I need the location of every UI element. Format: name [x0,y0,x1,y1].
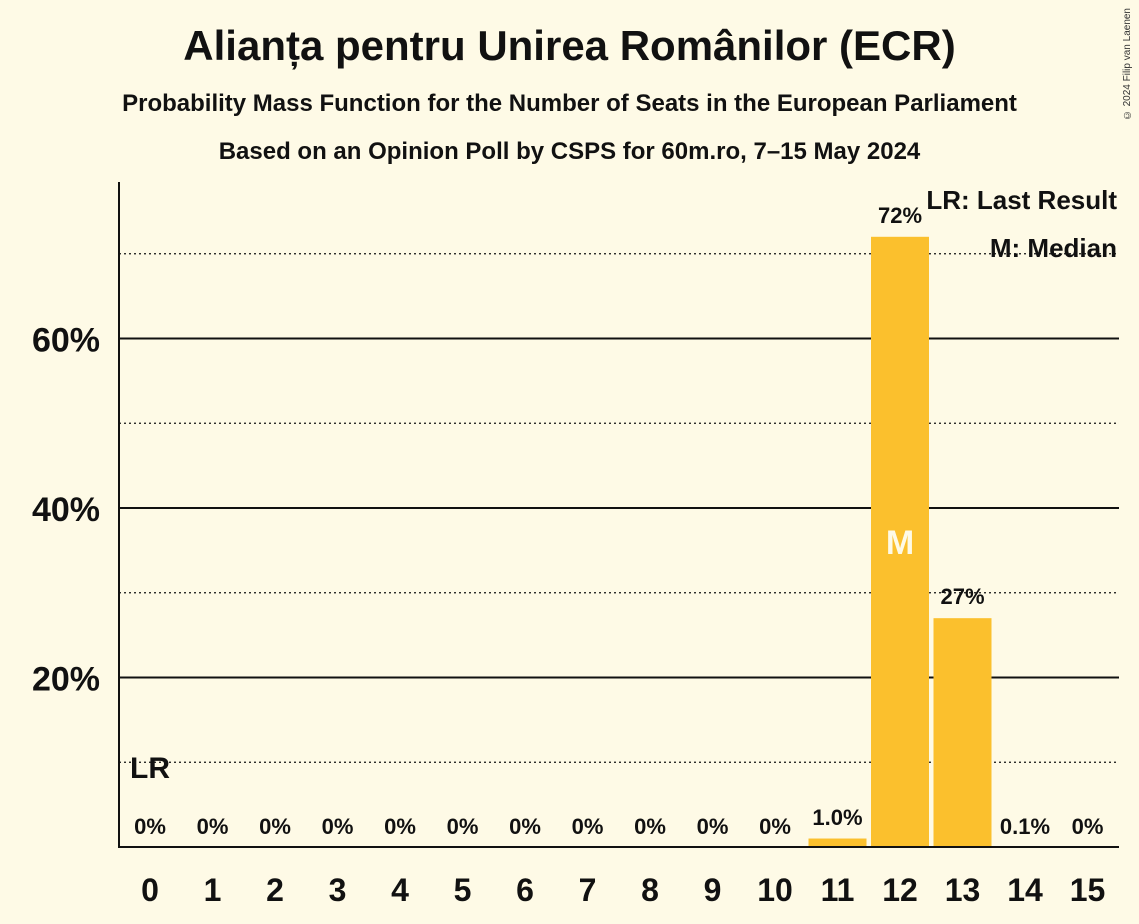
bar-seat-11 [808,838,867,847]
legend-median: M: Median [990,233,1117,263]
data-label: 1.0% [812,805,862,830]
data-label: 0% [759,814,791,839]
chart-title: Alianța pentru Unirea Românilor (ECR) [183,22,956,69]
data-label: 0% [134,814,166,839]
x-tick-label: 8 [641,872,659,908]
bar-seat-12 [871,236,929,848]
last-result-marker: LR [130,752,170,785]
y-tick-label: 40% [32,491,100,529]
data-label: 0% [447,814,479,839]
data-label: 0% [572,814,604,839]
data-label: 0% [697,814,729,839]
data-label: 0% [509,814,541,839]
x-tick-label: 1 [204,872,222,908]
x-tick-label: 11 [821,872,855,908]
bar-seat-13 [933,618,992,847]
median-marker: M [886,524,914,562]
x-tick-label: 2 [266,872,284,908]
x-tick-label: 9 [704,872,722,908]
x-tick-label: 3 [329,872,347,908]
x-tick-label: 6 [516,872,534,908]
x-tick-label: 12 [882,872,918,908]
x-tick-label: 13 [945,872,981,908]
x-tick-label: 14 [1007,872,1043,908]
legend-last-result: LR: Last Result [926,185,1117,215]
data-label: 0% [634,814,666,839]
data-label: 0% [197,814,229,839]
y-tick-label: 20% [32,661,100,699]
x-tick-label: 10 [757,872,793,908]
x-tick-label: 4 [391,872,409,908]
data-label: 0% [1072,814,1104,839]
x-tick-label: 0 [141,872,159,908]
data-label: 0% [259,814,291,839]
x-tick-label: 5 [454,872,472,908]
data-label: 0.1% [1000,814,1050,839]
chart-subtitle: Probability Mass Function for the Number… [122,90,1017,117]
x-tick-label: 15 [1070,872,1106,908]
chart-source-subtitle: Based on an Opinion Poll by CSPS for 60m… [218,138,921,165]
x-tick-label: 7 [579,872,597,908]
data-label: 0% [384,814,416,839]
y-tick-label: 60% [32,322,100,360]
data-label: 0% [322,814,354,839]
data-label: 27% [940,584,984,609]
data-label: 72% [878,203,922,228]
